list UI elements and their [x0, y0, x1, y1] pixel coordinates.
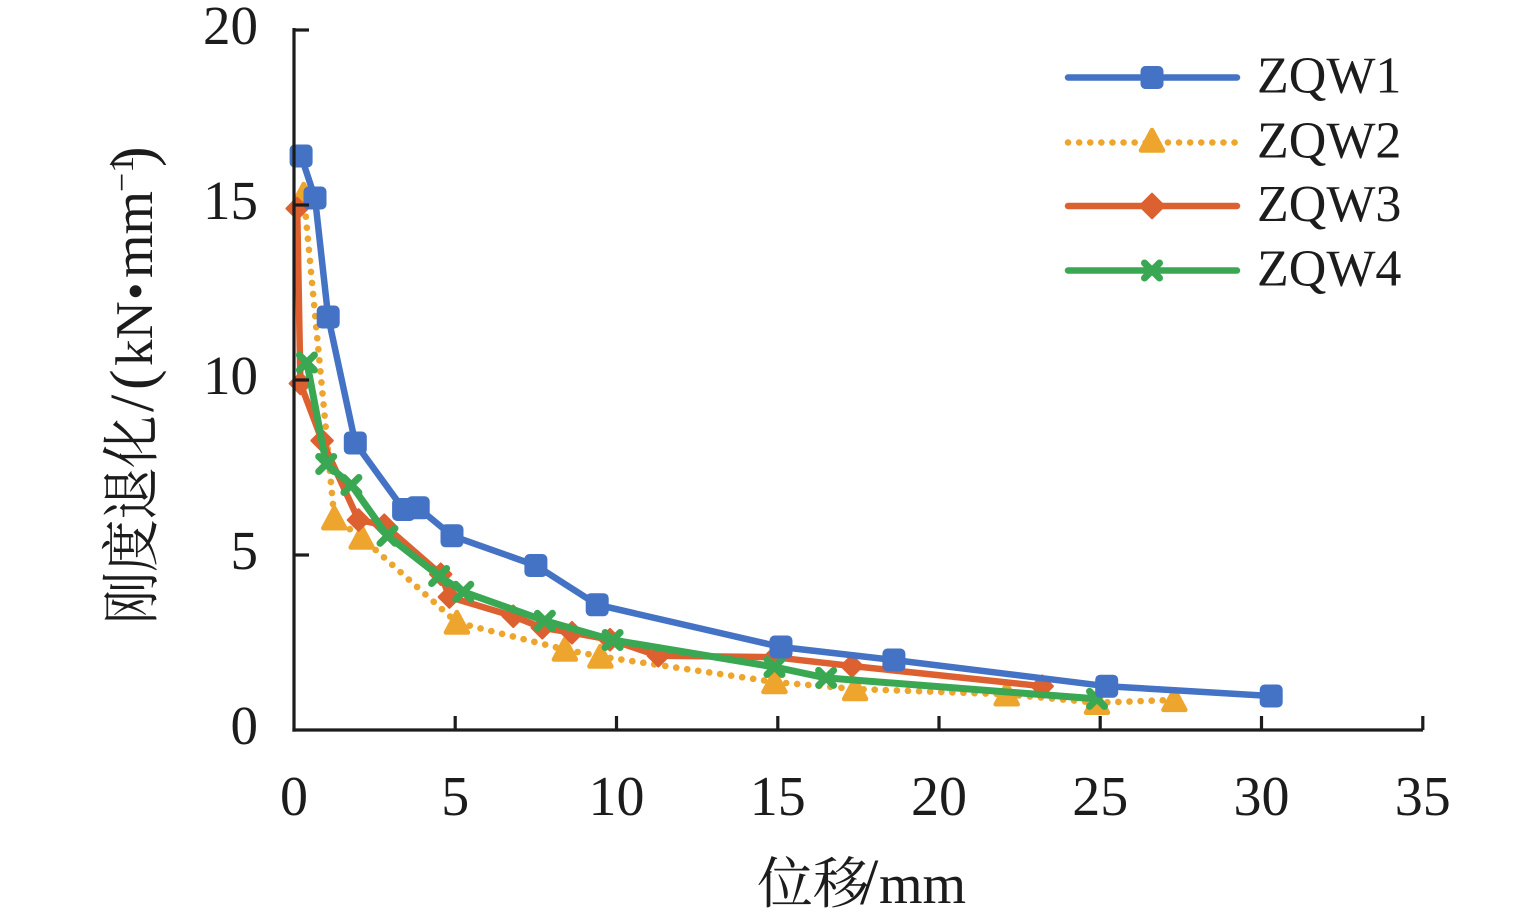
- svg-text:0: 0: [280, 766, 308, 828]
- svg-text:•: •: [107, 282, 163, 300]
- svg-text:mm: mm: [103, 191, 165, 278]
- svg-text:20: 20: [203, 0, 258, 56]
- svg-text:5: 5: [231, 520, 259, 581]
- svg-text:mm: mm: [879, 854, 966, 915]
- svg-text:10: 10: [203, 345, 258, 406]
- svg-text:10: 10: [589, 766, 645, 828]
- svg-text:15: 15: [750, 766, 806, 828]
- svg-text:25: 25: [1072, 766, 1128, 828]
- svg-text:(: (: [99, 369, 167, 390]
- svg-text:35: 35: [1395, 766, 1451, 828]
- svg-text:ZQW1: ZQW1: [1257, 48, 1401, 105]
- svg-text:20: 20: [911, 766, 967, 828]
- svg-text:5: 5: [441, 766, 469, 828]
- svg-text:−1: −1: [104, 156, 141, 192]
- svg-text:/: /: [860, 846, 879, 915]
- svg-text:15: 15: [203, 170, 258, 231]
- svg-text:/: /: [99, 394, 167, 412]
- svg-text:ZQW3: ZQW3: [1257, 176, 1401, 233]
- svg-text:ZQW4: ZQW4: [1257, 241, 1401, 298]
- svg-text:kN: kN: [106, 301, 164, 366]
- svg-text:ZQW2: ZQW2: [1257, 113, 1401, 170]
- svg-text:0: 0: [231, 695, 259, 756]
- svg-text:30: 30: [1234, 766, 1290, 828]
- svg-text:): ): [99, 146, 167, 167]
